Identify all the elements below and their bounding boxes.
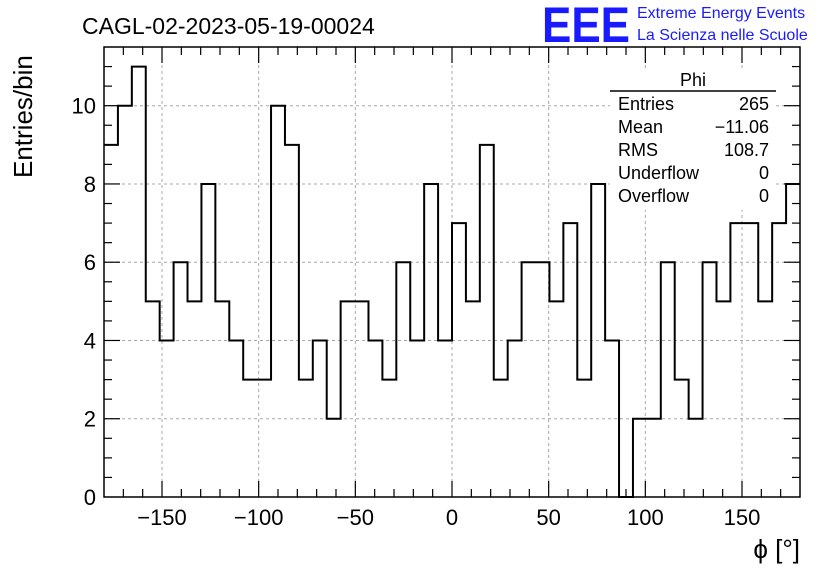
- stats-row-label: RMS: [618, 140, 658, 160]
- stats-row-value: 0: [759, 186, 769, 206]
- x-tick-label: −150: [137, 505, 187, 530]
- y-tick-label: 2: [84, 407, 96, 432]
- stats-row-value: 0: [759, 163, 769, 183]
- x-tick-label: −50: [337, 505, 374, 530]
- eee-logo-mark: EEE: [542, 0, 630, 53]
- stats-box: Phi Entries 265 Mean −11.06 RMS 108.7 Underflo…: [610, 70, 776, 210]
- x-tick-label: −100: [234, 505, 284, 530]
- y-tick-labels: 0 2 4 6 8 10: [72, 94, 96, 510]
- stats-box-background: [610, 70, 776, 210]
- eee-logo-line1: Extreme Energy Events: [637, 5, 805, 22]
- x-tick-label: 150: [724, 505, 761, 530]
- stats-row-label: Mean: [618, 117, 663, 137]
- x-tick-label: 50: [536, 505, 560, 530]
- y-tick-label: 0: [84, 485, 96, 510]
- x-tick-labels: −150 −100 −50 0 50 100 150: [137, 505, 760, 530]
- x-tick-label: 0: [446, 505, 458, 530]
- stats-row-label: Underflow: [618, 163, 700, 183]
- stats-box-title: Phi: [680, 70, 706, 90]
- y-tick-label: 10: [72, 94, 96, 119]
- stats-row-value: 108.7: [724, 140, 769, 160]
- eee-logo: EEE Extreme Energy Events La Scienza nel…: [542, 0, 808, 53]
- run-title: CAGL-02-2023-05-19-00024: [82, 13, 375, 39]
- stats-row-label: Entries: [618, 94, 674, 114]
- y-axis-label: Entries/bin: [8, 55, 38, 178]
- stats-row-label: Overflow: [618, 186, 690, 206]
- y-tick-label: 4: [84, 328, 96, 353]
- x-axis-label: ϕ [°]: [753, 534, 800, 564]
- y-tick-label: 6: [84, 250, 96, 275]
- y-tick-label: 8: [84, 172, 96, 197]
- x-tick-label: 100: [627, 505, 664, 530]
- stats-rows: Entries 265 Mean −11.06 RMS 108.7 Underflow 0 Ov…: [618, 94, 769, 206]
- stats-row-value: −11.06: [715, 117, 769, 137]
- plot-frame: [103, 46, 801, 498]
- histogram-series-line: [104, 65, 800, 498]
- eee-logo-line2: La Scienza nelle Scuole: [637, 27, 808, 44]
- stats-row-value: 265: [739, 94, 769, 114]
